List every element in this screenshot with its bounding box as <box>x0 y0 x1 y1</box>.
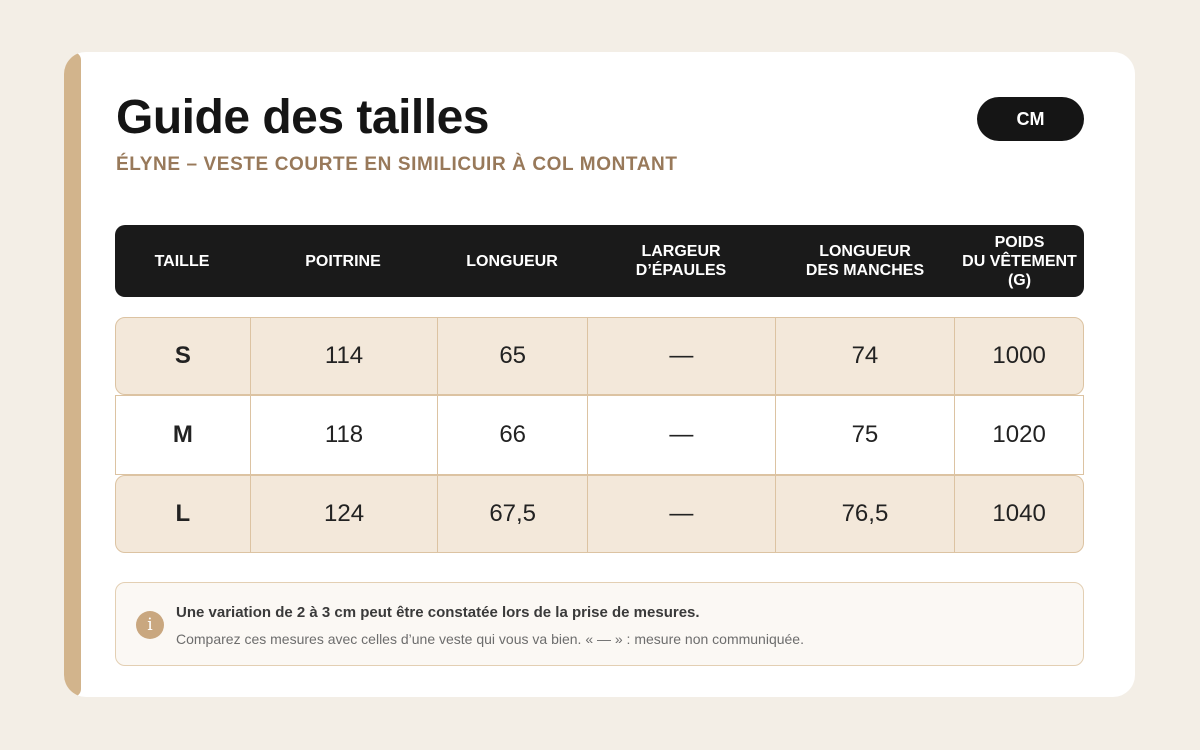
table-row: S 114 65 — 74 1000 <box>115 317 1084 395</box>
measurement-note: i Une variation de 2 à 3 cm peut être co… <box>115 582 1084 666</box>
column-header-poids: POIDS DU VÊTEMENT (G) <box>962 233 1077 289</box>
note-detail: Comparez ces mesures avec celles d’une v… <box>176 631 804 647</box>
column-header-taille: TAILLE <box>154 252 210 270</box>
table-cell: 67,5 <box>437 476 587 552</box>
table-cell: 114 <box>249 318 438 394</box>
table-cell: 1020 <box>954 396 1083 474</box>
size-cell: L <box>175 500 191 527</box>
table-row: L 124 67,5 — 76,5 1040 <box>115 475 1084 553</box>
size-cell: S <box>174 342 191 369</box>
page-title: Guide des tailles <box>116 91 489 144</box>
table-row: M 118 66 — 75 1020 <box>115 395 1084 475</box>
unit-toggle-button[interactable]: CM <box>977 97 1084 141</box>
size-guide-card: Guide des tailles ÉLYNE – VESTE COURTE E… <box>64 52 1135 697</box>
size-cell: M <box>172 421 193 448</box>
product-subtitle: ÉLYNE – VESTE COURTE EN SIMILICUIR À COL… <box>116 154 678 175</box>
column-header-longueur-manches: LONGUEUR DES MANCHES <box>805 243 925 279</box>
note-headline: Une variation de 2 à 3 cm peut être cons… <box>176 604 700 621</box>
accent-bar <box>64 52 81 697</box>
table-cell: 1040 <box>954 476 1083 552</box>
table-cell: 74 <box>774 318 955 394</box>
table-header: TAILLE POITRINE LONGUEUR LARGEUR D’ÉPAUL… <box>115 225 1084 297</box>
table-cell: — <box>587 396 775 474</box>
table-cell: 124 <box>249 476 438 552</box>
table-cell: 1000 <box>954 318 1083 394</box>
table-cell: — <box>587 318 775 394</box>
info-icon: i <box>136 611 164 639</box>
column-header-longueur: LONGUEUR <box>466 252 558 270</box>
column-header-largeur-epaules: LARGEUR D’ÉPAULES <box>635 243 727 279</box>
table-cell: 65 <box>437 318 587 394</box>
column-header-poitrine: POITRINE <box>305 252 381 270</box>
table-cell: 76,5 <box>774 476 955 552</box>
table-cell: 66 <box>437 396 587 474</box>
table-cell: 75 <box>774 396 955 474</box>
table-cell: — <box>587 476 775 552</box>
size-table-body: S 114 65 — 74 1000 M 118 66 — 75 1020 L … <box>115 317 1084 553</box>
table-cell: 118 <box>249 396 438 474</box>
